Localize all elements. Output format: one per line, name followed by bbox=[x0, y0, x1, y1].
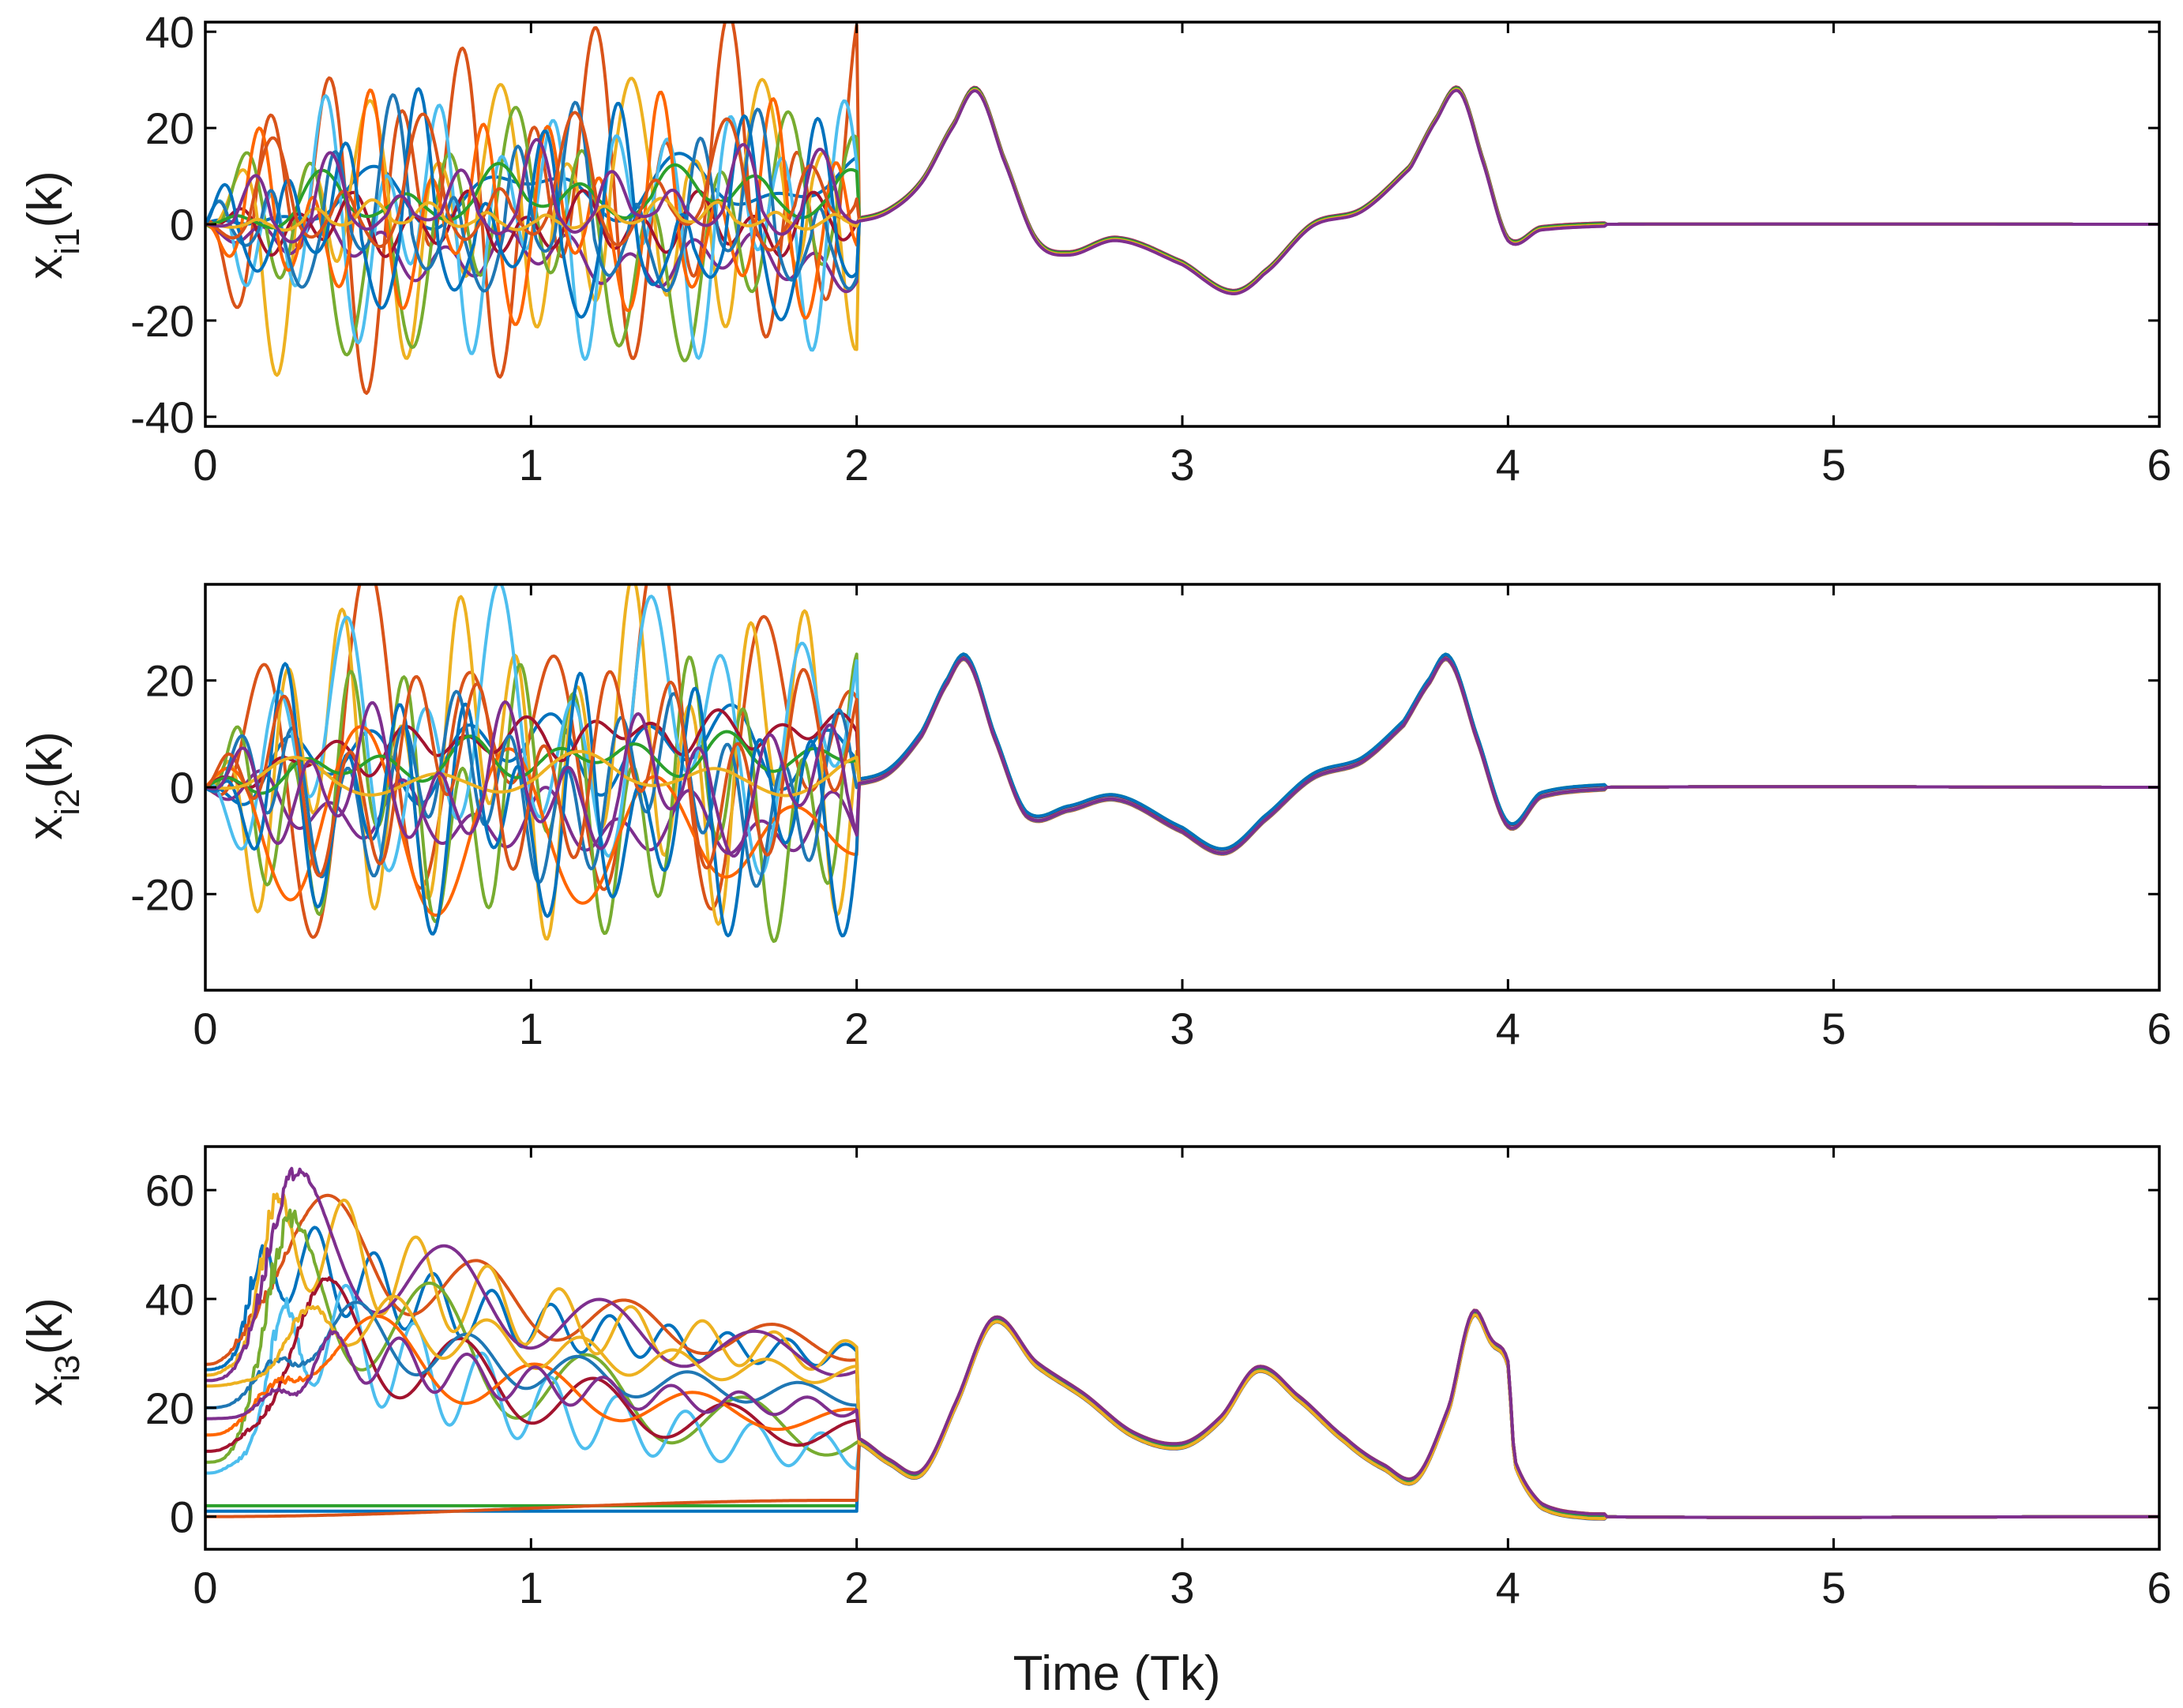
x-tick-label: 6 bbox=[2147, 440, 2171, 490]
series-line-12 bbox=[205, 1308, 2159, 1519]
x-tick-label: 2 bbox=[844, 1563, 869, 1612]
series-line-10 bbox=[205, 1311, 2159, 1519]
x-tick-label: 0 bbox=[193, 1563, 217, 1612]
subplot-x-i3: 0 1 2 3 4 5 6 60 40 20 0 xi3(k) bbox=[18, 1145, 2172, 1612]
x-tick-label: 5 bbox=[1821, 1004, 1846, 1053]
series-line-9 bbox=[205, 1301, 2159, 1519]
x-tick-label: 2 bbox=[844, 1004, 869, 1053]
x-tick-label: 0 bbox=[193, 440, 217, 490]
y-tick-label: 20 bbox=[145, 656, 194, 706]
ticks: 0 1 2 3 4 5 6 40 20 0 -20 -40 bbox=[130, 7, 2172, 490]
series-line-2 bbox=[205, 1193, 2159, 1521]
x-tick-label: 1 bbox=[519, 1004, 543, 1053]
x-tick-label: 2 bbox=[844, 440, 869, 490]
series-lines bbox=[205, 584, 2159, 944]
axes-frame bbox=[204, 1145, 2161, 1551]
y-axis-label: xi1(k) bbox=[18, 171, 87, 280]
y-tick-label: -20 bbox=[130, 869, 194, 919]
series-line-14 bbox=[205, 88, 2159, 295]
series-line-2 bbox=[205, 584, 2159, 939]
x-tick-label: 0 bbox=[193, 1004, 217, 1053]
y-axis-label: xi3(k) bbox=[18, 1297, 87, 1406]
x-tick-label: 4 bbox=[1496, 440, 1520, 490]
x-tick-label: 4 bbox=[1496, 1004, 1520, 1053]
y-tick-label: 40 bbox=[145, 1274, 194, 1324]
subplot-x-i1: 0 1 2 3 4 5 6 40 20 0 -20 -40 xi1(k) bbox=[18, 7, 2172, 490]
x-tick-label: 6 bbox=[2147, 1563, 2171, 1612]
x-tick-label: 3 bbox=[1170, 1004, 1194, 1053]
x-tick-label: 3 bbox=[1170, 1563, 1194, 1612]
y-tick-label: 20 bbox=[145, 1383, 194, 1433]
y-tick-label: -40 bbox=[130, 392, 194, 442]
y-axis-label: xi2(k) bbox=[18, 731, 87, 840]
x-tick-label: 5 bbox=[1821, 1563, 1846, 1612]
series-line-3 bbox=[205, 1192, 2159, 1519]
y-tick-label: 40 bbox=[145, 7, 194, 57]
series-line-2 bbox=[205, 22, 2159, 395]
series-line-14 bbox=[205, 656, 2159, 858]
x-axis-label: Time (Tk) bbox=[1013, 1646, 1221, 1701]
subplot-x-i2: 0 1 2 3 4 5 6 20 0 -20 xi2(k) bbox=[18, 583, 2172, 1053]
series-lines bbox=[205, 22, 2159, 395]
series-line-14 bbox=[205, 1308, 2159, 1519]
series-lines bbox=[205, 1166, 2159, 1521]
x-tick-label: 1 bbox=[519, 1563, 543, 1612]
y-tick-label: 0 bbox=[170, 200, 194, 250]
series-line-11 bbox=[205, 1312, 2159, 1520]
series-line-8 bbox=[205, 1310, 2159, 1519]
y-tick-label: -20 bbox=[130, 296, 194, 346]
ticks: 0 1 2 3 4 5 6 20 0 -20 bbox=[130, 584, 2172, 1053]
x-tick-label: 6 bbox=[2147, 1004, 2171, 1053]
y-tick-label: 0 bbox=[170, 1492, 194, 1542]
x-tick-label: 4 bbox=[1496, 1563, 1520, 1612]
series-line-4 bbox=[205, 1166, 2159, 1519]
y-tick-label: 0 bbox=[170, 763, 194, 813]
x-tick-label: 3 bbox=[1170, 440, 1194, 490]
y-tick-label: 20 bbox=[145, 103, 194, 153]
y-tick-label: 60 bbox=[145, 1166, 194, 1215]
series-line-11 bbox=[205, 87, 2159, 321]
x-tick-label: 5 bbox=[1821, 440, 1846, 490]
series-line-8 bbox=[205, 88, 2159, 326]
x-tick-label: 1 bbox=[519, 440, 543, 490]
series-line-1 bbox=[205, 1226, 2159, 1521]
ticks: 0 1 2 3 4 5 6 60 40 20 0 bbox=[145, 1147, 2172, 1612]
